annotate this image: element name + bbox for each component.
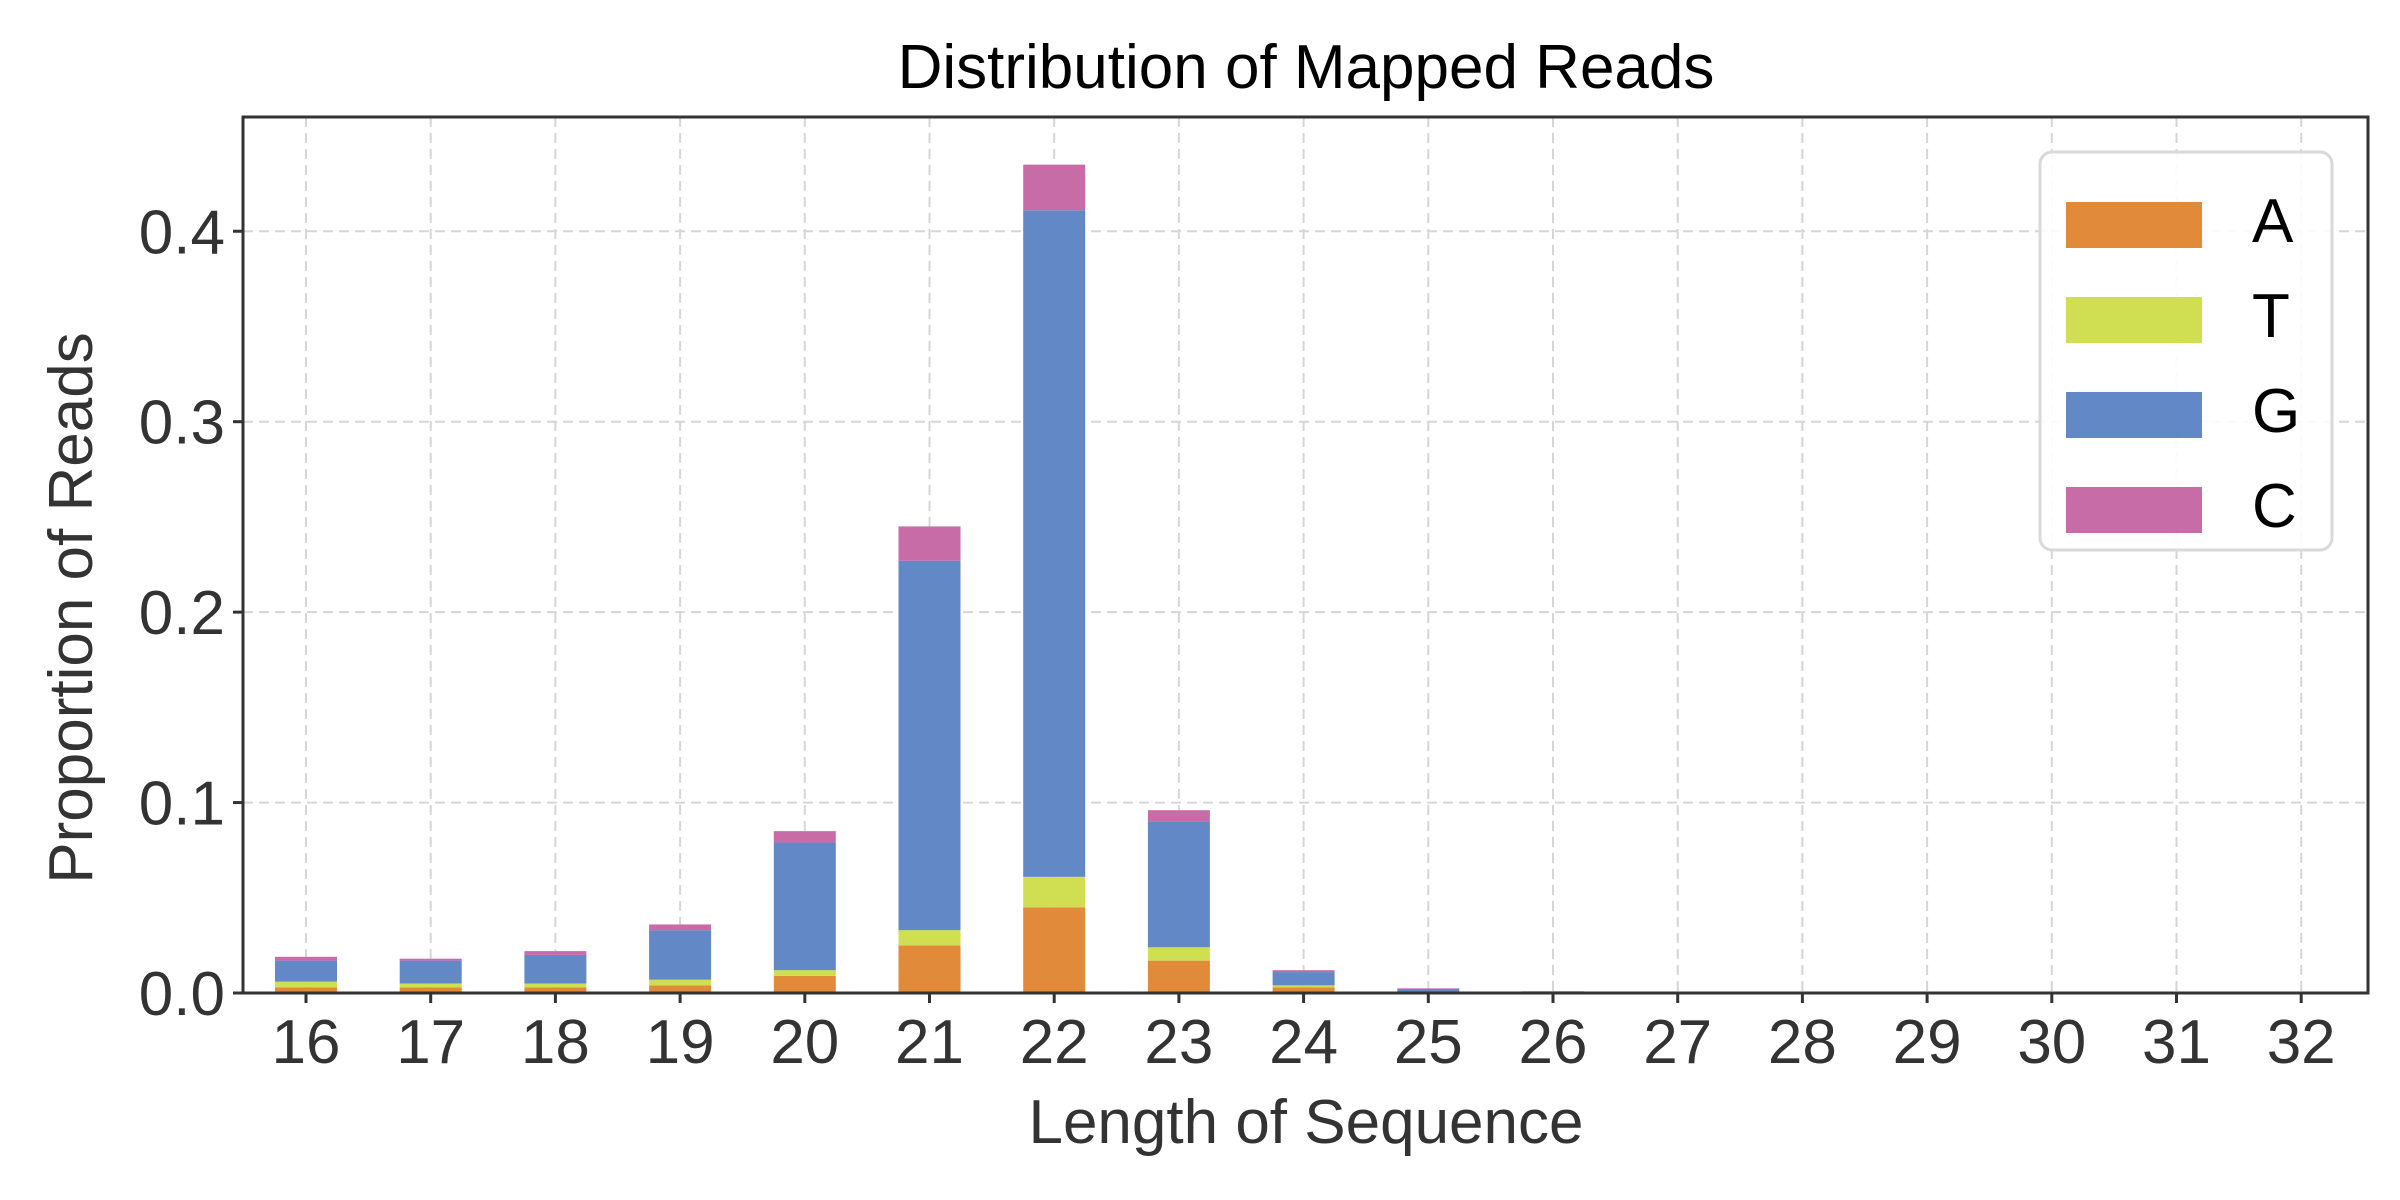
bar-G-16 (275, 960, 337, 982)
bar-C-19 (649, 924, 712, 931)
x-tick-label: 22 (1020, 1008, 1089, 1077)
y-tick-label: 0.0 (139, 960, 225, 1029)
bar-A-20 (773, 975, 836, 993)
bar-T-20 (773, 970, 836, 976)
legend-label-A: A (2252, 187, 2294, 256)
bar-A-21 (898, 945, 961, 993)
bar-T-16 (275, 981, 337, 988)
bar-G-22 (1023, 210, 1086, 877)
bar-C-18 (524, 951, 587, 955)
chart-title: Distribution of Mapped Reads (898, 33, 1715, 102)
y-tick-label: 0.1 (139, 770, 225, 839)
x-tick-label: 16 (272, 1008, 341, 1077)
legend-swatch-T (2066, 297, 2202, 343)
bar-A-19 (649, 985, 712, 993)
bar-G-23 (1147, 821, 1210, 948)
y-axis: 0.0 0.1 0.2 0.3 0.4 (139, 198, 243, 1029)
plot-frame (241, 115, 2370, 995)
bar-C-25 (1397, 988, 1460, 989)
legend-label-G: G (2252, 377, 2300, 446)
x-tick-label: 24 (1269, 1008, 1338, 1077)
bar-A-23 (1147, 960, 1210, 993)
bar-A-22 (1023, 907, 1086, 993)
bar-T-21 (898, 930, 961, 946)
bar-C-23 (1147, 810, 1210, 822)
legend-swatch-C (2066, 487, 2202, 533)
legend-box (2038, 150, 2334, 552)
legend-swatch-A (2066, 202, 2202, 248)
bar-G-19 (649, 930, 712, 980)
bar-C-17 (399, 958, 462, 961)
bar-T-19 (649, 979, 712, 986)
y-tick-label: 0.2 (139, 579, 225, 648)
bar-G-17 (399, 960, 462, 984)
x-tick-label: 18 (521, 1008, 590, 1077)
bar-C-20 (773, 831, 836, 843)
bar-T-18 (524, 983, 587, 988)
legend-swatch-G (2066, 392, 2202, 438)
x-tick-label: 30 (2017, 1008, 2086, 1077)
bar-G-25 (1397, 988, 1460, 992)
bars (275, 164, 1584, 993)
bar-T-24 (1272, 985, 1335, 988)
x-tick-label: 21 (895, 1008, 964, 1077)
bar-A-17 (399, 987, 462, 993)
bar-C-16 (275, 956, 337, 961)
x-tick-label: 27 (1643, 1008, 1712, 1077)
legend-label-T: T (2252, 282, 2290, 351)
bar-A-16 (275, 987, 337, 993)
legend-label-C: C (2252, 472, 2297, 541)
bar-T-23 (1147, 947, 1210, 961)
y-tick-label: 0.3 (139, 389, 225, 458)
x-tick-label: 17 (396, 1008, 465, 1077)
bar-G-24 (1272, 972, 1335, 986)
x-axis-label: Length of Sequence (1028, 1088, 1583, 1157)
bar-G-20 (773, 842, 836, 971)
x-axis: 16 17 18 19 20 21 22 23 24 25 26 27 28 29 30 31 32 (272, 993, 2336, 1077)
x-tick-label: 25 (1394, 1008, 1463, 1077)
bar-A-24 (1272, 987, 1335, 993)
x-tick-label: 20 (770, 1008, 839, 1077)
bar-C-24 (1272, 970, 1335, 973)
bar-G-18 (524, 954, 587, 984)
y-axis-label: Proportion of Reads (37, 332, 106, 883)
bar-C-22 (1023, 164, 1086, 211)
x-tick-label: 19 (646, 1008, 715, 1077)
x-tick-label: 28 (1768, 1008, 1837, 1077)
x-tick-label: 31 (2142, 1008, 2211, 1077)
x-tick-label: 23 (1144, 1008, 1213, 1077)
bar-T-22 (1023, 876, 1086, 908)
y-tick-label: 0.4 (139, 198, 225, 267)
bar-A-18 (524, 987, 587, 993)
x-tick-label: 29 (1893, 1008, 1962, 1077)
bar-C-21 (898, 526, 961, 561)
bar-T-17 (399, 983, 462, 988)
x-tick-label: 26 (1519, 1008, 1588, 1077)
bar-G-21 (898, 560, 961, 931)
x-tick-label: 32 (2267, 1008, 2336, 1077)
